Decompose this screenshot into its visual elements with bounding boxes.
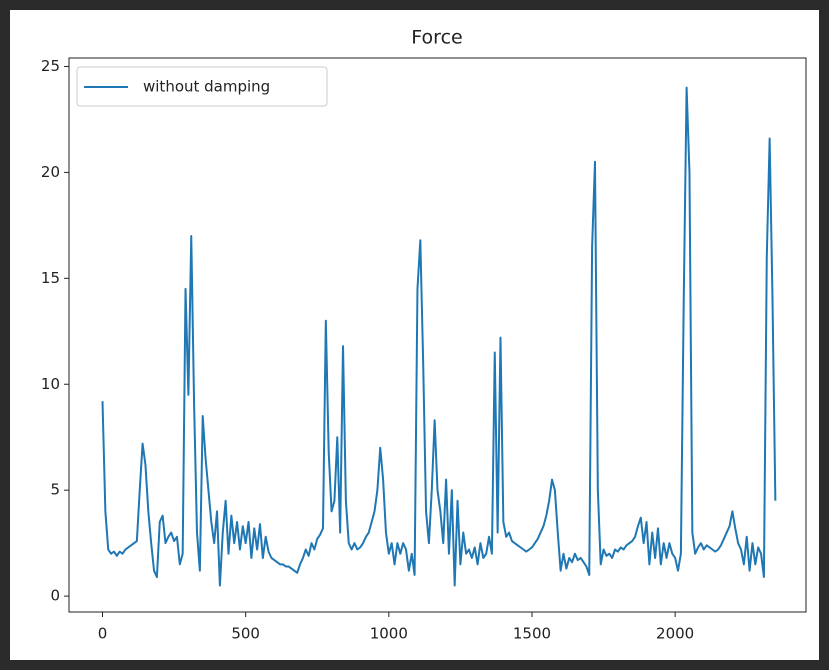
x-tick-label: 500: [231, 625, 260, 643]
x-tick-label: 2000: [656, 625, 694, 643]
y-tick-label: 25: [41, 57, 60, 75]
y-tick-label: 20: [41, 163, 60, 181]
x-tick-label: 0: [98, 625, 108, 643]
axes-frame: [68, 57, 807, 613]
plot-area: [101, 86, 777, 587]
legend-box: [76, 66, 328, 107]
x-tick-label: 1500: [513, 625, 551, 643]
y-tick-label: 5: [50, 481, 60, 499]
y-tick-label: 15: [41, 269, 60, 287]
chart-title: Force: [411, 27, 462, 49]
y-tick-label: 0: [50, 587, 60, 605]
legend-label: without damping: [143, 78, 270, 96]
y-tick-label: 10: [41, 375, 60, 393]
x-tick-label: 1000: [370, 625, 408, 643]
data-line: [101, 86, 777, 587]
